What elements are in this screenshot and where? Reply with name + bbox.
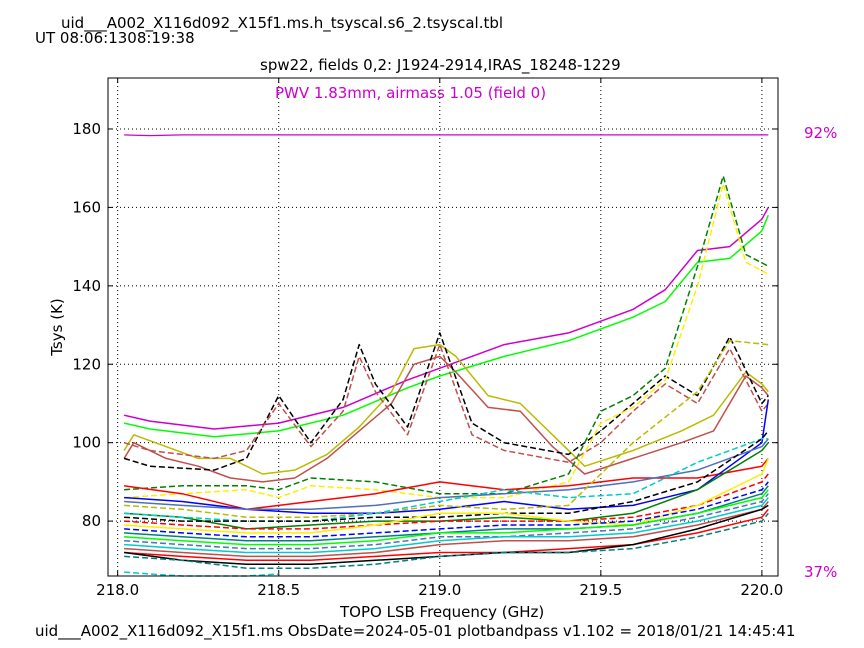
x-tick-label: 218.5 (257, 581, 300, 599)
series-line (123, 332, 769, 471)
x-tick-label: 219.5 (579, 581, 622, 599)
y-tick-label: 100 (72, 434, 101, 452)
series-line (124, 339, 769, 518)
series-line (124, 508, 769, 562)
y-tick-label: 140 (72, 277, 101, 295)
y-tick-label: 120 (72, 355, 101, 373)
series-line (123, 214, 769, 438)
series-line (123, 355, 769, 483)
series-line (124, 438, 769, 511)
series-line (124, 183, 769, 499)
series-line (123, 207, 769, 430)
series-line (124, 442, 769, 530)
series-line (124, 481, 769, 538)
pct-label-top: 92% (804, 124, 838, 142)
grid (108, 78, 778, 576)
series-line (124, 399, 770, 515)
axis-ticks: 218.0 218.5 219.0 219.5 220.0 80 100 120 140 160 1… (72, 78, 783, 599)
atm-transmission (124, 134, 769, 137)
series-line (124, 497, 769, 554)
series-line (124, 504, 769, 565)
y-tick-label: 180 (72, 120, 101, 138)
series-line (124, 175, 769, 495)
series-line (124, 430, 769, 522)
series-line (124, 512, 769, 569)
chart-title: spw22, fields 0,2: J1924-2914,IRAS_18248… (260, 56, 621, 74)
y-tick-label: 160 (72, 198, 101, 216)
series-lines (123, 175, 770, 577)
series-line (124, 473, 769, 530)
x-tick-label: 218.0 (96, 581, 139, 599)
chart-subtitle: PWV 1.83mm, airmass 1.05 (field 0) (275, 84, 547, 102)
x-tick-label: 219.0 (418, 581, 461, 599)
series-line (123, 343, 769, 464)
footer-text: uid___A002_X116d092_X15f1.ms ObsDate=202… (35, 622, 796, 640)
series-line (123, 457, 769, 511)
series-line (124, 489, 769, 546)
x-tick-label: 220.0 (740, 581, 783, 599)
series-line (124, 501, 769, 558)
series-line (124, 493, 769, 550)
ut-time: UT 08:06:1308:19:38 (35, 29, 195, 47)
y-tick-label: 80 (82, 512, 101, 530)
series-line (124, 571, 279, 577)
table-name: uid___A002_X116d092_X15f1.ms.h_tsyscal.s… (61, 14, 504, 32)
series-line (124, 458, 769, 534)
plot-frame (107, 77, 779, 577)
x-axis-label: TOPO LSB Frequency (GHz) (340, 603, 545, 621)
series-line (123, 343, 769, 475)
atm-transmission-line (124, 134, 769, 137)
pct-label-bottom: 37% (804, 563, 838, 581)
